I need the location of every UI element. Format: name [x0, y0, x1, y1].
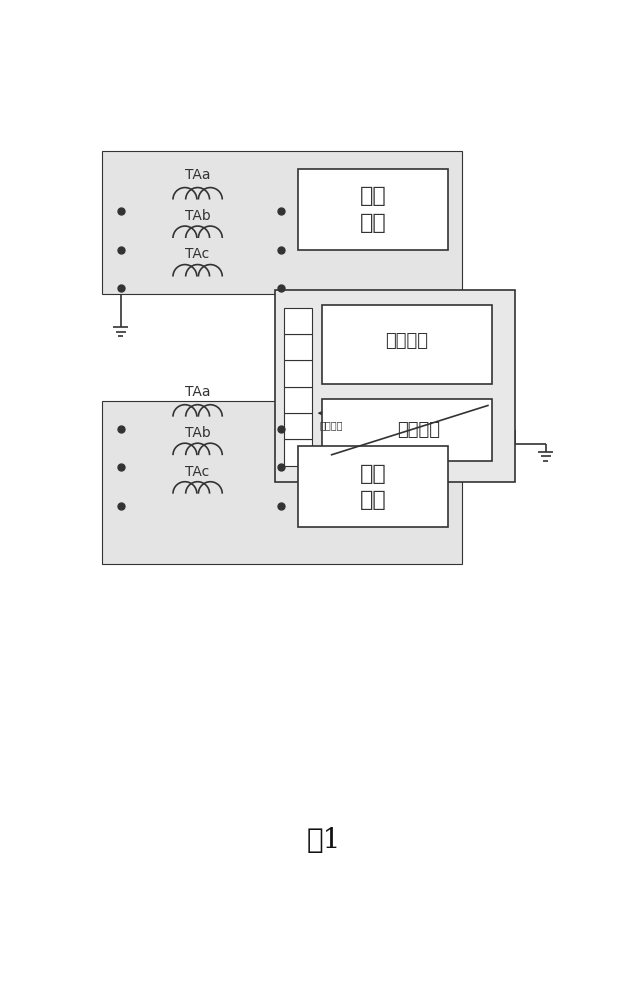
Text: TAa: TAa	[185, 169, 210, 183]
Bar	[298, 169, 448, 250]
Bar	[322, 306, 492, 384]
Text: 压敏电阻: 压敏电阻	[397, 422, 440, 439]
Text: 保护
单元: 保护 单元	[360, 463, 386, 510]
Bar	[322, 400, 492, 461]
Text: 图1: 图1	[307, 827, 341, 854]
Bar	[284, 308, 312, 334]
Text: 智能监控: 智能监控	[386, 331, 428, 350]
Text: TAc: TAc	[186, 247, 210, 262]
Bar	[284, 360, 312, 387]
Bar	[102, 152, 462, 294]
Bar	[284, 413, 312, 439]
Text: 测量
单元: 测量 单元	[360, 186, 386, 233]
Text: 智能选择: 智能选择	[319, 420, 343, 431]
Text: TAb: TAb	[185, 427, 210, 440]
Bar	[275, 290, 515, 482]
Bar	[298, 446, 448, 527]
Text: TAc: TAc	[186, 464, 210, 478]
Bar	[102, 401, 462, 564]
Bar	[284, 439, 312, 465]
Text: TAb: TAb	[185, 209, 210, 223]
Bar	[284, 387, 312, 413]
Bar	[284, 334, 312, 360]
Text: TAa: TAa	[185, 385, 210, 400]
